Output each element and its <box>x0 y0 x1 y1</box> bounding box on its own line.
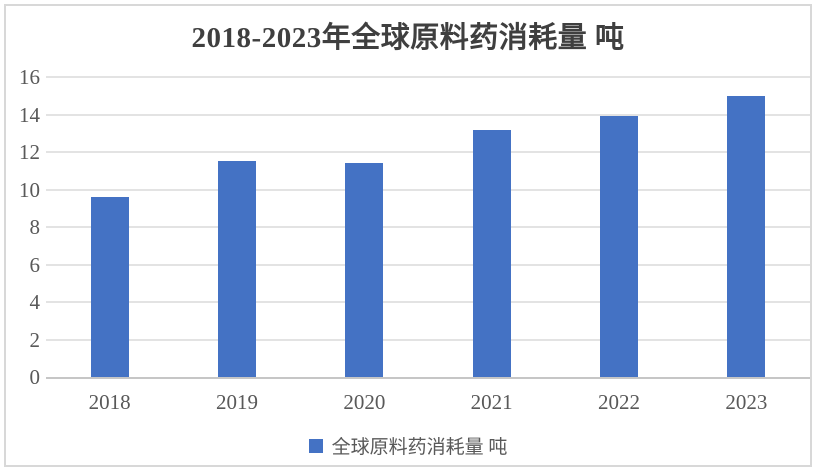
x-axis-label-2020: 2020 <box>343 390 386 414</box>
x-axis-label-2022: 2022 <box>597 390 640 414</box>
bar-2022 <box>600 116 638 377</box>
gridline-y-14 <box>46 113 810 116</box>
y-axis-tick-label-10: 10 <box>19 177 40 202</box>
y-axis-tick-label-6: 6 <box>29 252 41 277</box>
chart-title: 2018-2023年全球原料药消耗量 吨 <box>191 22 625 54</box>
legend-label: 全球原料药消耗量 吨 <box>331 437 508 458</box>
y-axis-tick-label-16: 16 <box>19 65 40 89</box>
x-axis-line <box>46 377 810 379</box>
x-axis-label-2023: 2023 <box>725 390 768 414</box>
gridline-y-8 <box>46 226 810 228</box>
y-axis-tick-label-12: 12 <box>19 140 40 164</box>
gridline-y-6 <box>46 263 810 266</box>
bar-2023 <box>727 95 766 377</box>
bar-2020 <box>345 163 384 377</box>
gridline-y-4 <box>46 301 810 303</box>
chart-frame: 2018-2023年全球原料药消耗量 吨 全球原料药消耗量 吨 0 2 4 6 8 10 1… <box>4 4 812 467</box>
legend-swatch-icon <box>308 438 323 453</box>
bar-2018 <box>90 197 129 377</box>
gridline-y-12 <box>46 151 810 153</box>
bar-2019 <box>218 161 256 377</box>
legend: 全球原料药消耗量 吨 <box>6 432 810 459</box>
x-axis-label-2019: 2019 <box>215 390 258 414</box>
y-axis-tick-label-0: 0 <box>29 365 41 389</box>
x-axis-label-2021: 2021 <box>470 390 513 414</box>
y-axis-tick-label-14: 14 <box>19 102 40 127</box>
plot-area <box>46 76 810 379</box>
y-axis-tick-label-2: 2 <box>29 327 41 352</box>
bar-2021 <box>472 129 511 377</box>
gridline-y-2 <box>46 338 810 341</box>
x-axis-label-2018: 2018 <box>88 390 131 414</box>
y-axis-tick-label-4: 4 <box>29 290 41 314</box>
y-axis-tick-label-8: 8 <box>29 215 41 239</box>
gridline-y-16 <box>46 76 810 78</box>
gridline-y-10 <box>46 188 810 191</box>
